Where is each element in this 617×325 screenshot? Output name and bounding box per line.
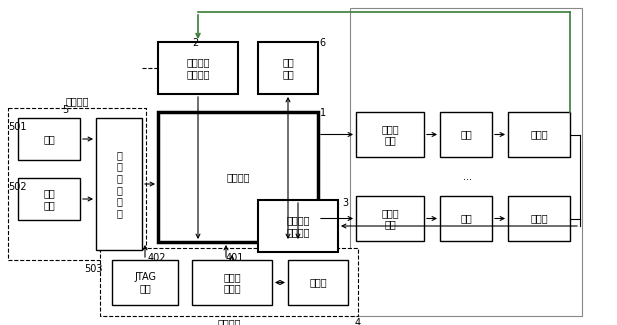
Bar [440, 196, 492, 241]
Bar [508, 112, 570, 157]
Text: 存储
模块: 存储 模块 [282, 57, 294, 79]
Text: 主处理器: 主处理器 [226, 172, 250, 182]
Bar [158, 112, 318, 242]
Bar [258, 200, 338, 252]
Text: 舵机驱
动器: 舵机驱 动器 [381, 124, 399, 145]
Text: 401: 401 [226, 253, 244, 263]
Text: 503: 503 [84, 264, 102, 274]
Bar [508, 196, 570, 241]
Text: 5: 5 [62, 105, 68, 115]
Text: 402: 402 [148, 253, 167, 263]
Text: 2: 2 [192, 38, 198, 48]
Text: ...: ... [463, 172, 473, 182]
Text: 502: 502 [8, 182, 27, 192]
Text: 舵机: 舵机 [460, 214, 472, 224]
Text: 电
源
管
理
单
元: 电 源 管 理 单 元 [116, 150, 122, 218]
Text: 上位机: 上位机 [309, 278, 327, 288]
Bar [96, 118, 142, 250]
Text: 无线通
信接口: 无线通 信接口 [223, 272, 241, 293]
Text: 3: 3 [342, 198, 348, 208]
Text: 第二信号
调理模块: 第二信号 调理模块 [286, 215, 310, 237]
Bar [288, 260, 348, 305]
Text: 接口模块: 接口模块 [217, 318, 241, 325]
Text: 第一信号
调理模块: 第一信号 调理模块 [186, 57, 210, 79]
Bar [112, 260, 178, 305]
Bar [356, 112, 424, 157]
Bar [100, 248, 358, 316]
Text: 501: 501 [8, 122, 27, 132]
Bar [440, 112, 492, 157]
Text: 传感器: 传感器 [530, 214, 548, 224]
Text: JTAG
接口: JTAG 接口 [134, 272, 156, 293]
Bar [258, 42, 318, 94]
Text: 传感器: 传感器 [530, 129, 548, 139]
Text: 4: 4 [355, 318, 361, 325]
Text: 供电模块: 供电模块 [65, 96, 89, 106]
Text: 舵机: 舵机 [460, 129, 472, 139]
Bar [356, 196, 424, 241]
Text: 6: 6 [319, 38, 325, 48]
Text: 舵机驱
动器: 舵机驱 动器 [381, 208, 399, 229]
Bar [192, 260, 272, 305]
Text: 备用
电源: 备用 电源 [43, 188, 55, 210]
Text: 1: 1 [320, 108, 326, 118]
Bar [18, 118, 80, 160]
Bar [8, 108, 146, 260]
Text: 电源: 电源 [43, 134, 55, 144]
Bar [18, 178, 80, 220]
Bar [350, 8, 582, 316]
Bar [158, 42, 238, 94]
